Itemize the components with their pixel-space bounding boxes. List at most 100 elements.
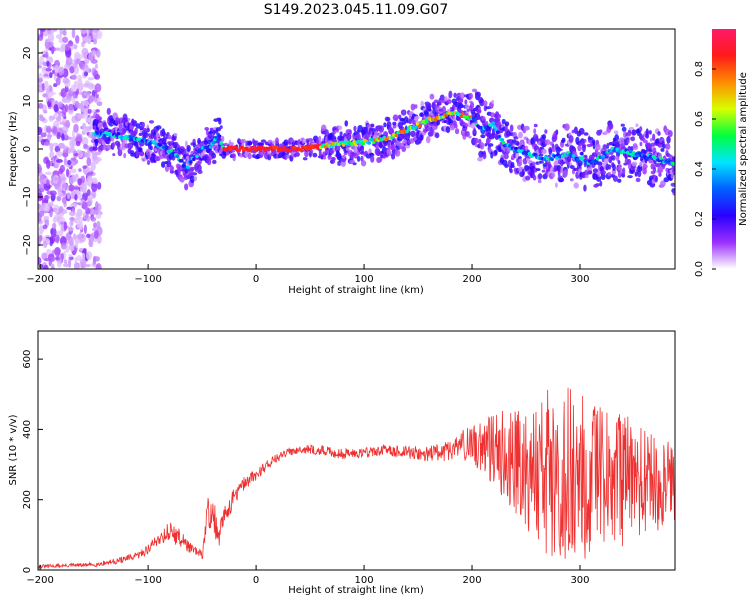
heatmap-cell — [82, 108, 87, 115]
heatmap-cell — [459, 92, 465, 99]
heatmap-cell — [38, 264, 44, 269]
heatmap-cell — [87, 108, 92, 114]
heatmap-cell — [43, 264, 49, 269]
heatmap-cell — [42, 224, 48, 230]
heatmap-cell — [615, 140, 621, 149]
heatmap-cell — [608, 122, 614, 130]
heatmap-cell — [169, 165, 174, 172]
heatmap-cell — [146, 159, 151, 166]
heatmap-cell — [71, 29, 76, 39]
heatmap-cell — [163, 142, 168, 146]
heatmap-cell — [148, 120, 155, 124]
snr-y-label: SNR (10 * v/v) — [8, 414, 19, 485]
heatmap-cell — [479, 125, 483, 130]
heatmap-cell — [642, 167, 647, 175]
heatmap-cell — [517, 124, 523, 130]
heatmap-cell — [56, 132, 61, 140]
heatmap-cell — [79, 183, 87, 193]
heatmap-cell — [217, 134, 222, 139]
snr-frame — [37, 330, 676, 571]
heatmap-cell — [414, 116, 420, 120]
heatmap-cell — [592, 139, 596, 144]
heatmap-cell — [68, 184, 75, 192]
heatmap-cell — [537, 173, 543, 180]
heatmap-cell — [538, 160, 544, 164]
heatmap-cell — [62, 29, 67, 36]
heatmap-cell — [61, 125, 68, 132]
heatmap-cell — [63, 221, 68, 231]
heatmap-cell — [54, 247, 61, 256]
heatmap-cell — [461, 112, 465, 116]
heatmap-cell — [334, 145, 341, 153]
heatmap-cell — [92, 180, 98, 185]
heatmap-cell — [477, 156, 483, 162]
heatmap-cell — [54, 234, 60, 243]
heatmap-cell — [501, 118, 506, 125]
heatmap-cell — [275, 145, 279, 150]
heatmap-cell — [72, 94, 76, 99]
heatmap-cell — [464, 104, 470, 109]
heatmap-cell — [86, 233, 91, 239]
heatmap-cell — [394, 149, 401, 157]
heatmap-cell — [42, 199, 49, 203]
spectrogram-x-tick-label: 0 — [253, 274, 259, 285]
heatmap-cell — [577, 146, 582, 151]
heatmap-cell — [308, 146, 313, 151]
heatmap-cell — [43, 141, 51, 147]
heatmap-cell — [134, 127, 138, 135]
heatmap-cell — [59, 121, 67, 125]
heatmap-cell — [441, 105, 447, 114]
heatmap-cell — [241, 142, 245, 147]
snr-y-tick-label: 0 — [22, 567, 33, 573]
heatmap-cell — [294, 151, 300, 157]
snr-series — [38, 387, 675, 570]
heatmap-cell — [501, 141, 506, 145]
heatmap-cell — [42, 240, 48, 248]
heatmap-cell — [77, 178, 83, 186]
heatmap-cell — [392, 139, 397, 144]
heatmap-cell — [97, 122, 103, 126]
heatmap-cell — [612, 163, 616, 172]
heatmap-cell — [208, 145, 213, 149]
heatmap-cell — [46, 179, 50, 187]
heatmap-cell — [55, 34, 63, 39]
heatmap-cell — [149, 145, 153, 151]
heatmap-cell — [658, 172, 662, 177]
snr-x-tick-label: 0 — [253, 575, 259, 586]
heatmap-cell — [599, 129, 603, 133]
heatmap-cell — [607, 164, 612, 170]
heatmap-cell — [175, 154, 180, 159]
heatmap-cell — [370, 154, 375, 163]
heatmap-cell — [360, 160, 367, 167]
heatmap-cell — [538, 153, 544, 157]
heatmap-cell — [450, 124, 456, 131]
heatmap-cell — [140, 121, 145, 129]
heatmap-cell — [339, 131, 343, 136]
heatmap-cell — [631, 129, 637, 136]
heatmap-cell — [446, 99, 452, 104]
heatmap-cell — [480, 129, 485, 133]
heatmap-cell — [75, 58, 82, 65]
heatmap-cell — [64, 43, 70, 52]
heatmap-cell — [43, 194, 50, 200]
heatmap-cell — [67, 239, 72, 244]
heatmap-cell — [260, 139, 267, 143]
heatmap-cell — [600, 169, 606, 176]
heatmap-cell — [68, 147, 72, 154]
heatmap-cell — [631, 161, 638, 167]
heatmap-cell — [204, 126, 210, 131]
heatmap-cell — [186, 165, 190, 169]
heatmap-cell — [473, 117, 477, 122]
heatmap-cell — [639, 161, 643, 168]
heatmap-cell — [503, 153, 509, 160]
heatmap-cell — [74, 238, 80, 245]
heatmap-cell — [71, 74, 77, 80]
heatmap-cell — [135, 123, 141, 129]
heatmap-cell — [500, 138, 505, 142]
heatmap-cell — [95, 48, 101, 58]
heatmap-cell — [49, 91, 56, 96]
heatmap-cell — [121, 127, 126, 135]
heatmap-cell — [73, 51, 81, 61]
heatmap-cell — [424, 101, 430, 106]
heatmap-cell — [670, 182, 675, 187]
